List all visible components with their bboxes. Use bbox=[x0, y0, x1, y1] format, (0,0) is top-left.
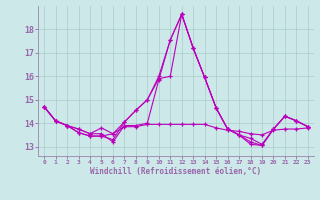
X-axis label: Windchill (Refroidissement éolien,°C): Windchill (Refroidissement éolien,°C) bbox=[91, 167, 261, 176]
